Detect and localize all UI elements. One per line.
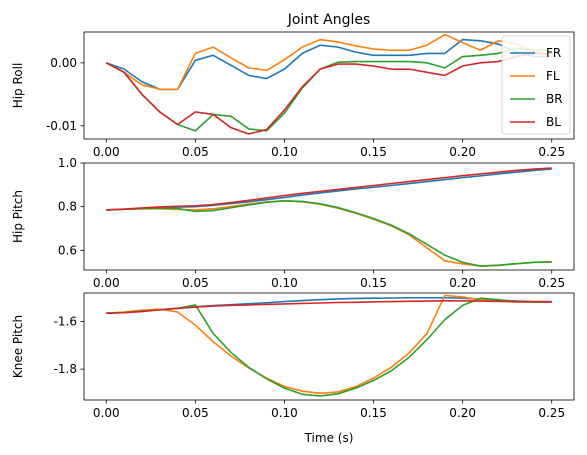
x-tick-label: 0.05	[182, 145, 209, 159]
series-line-bl	[106, 300, 552, 315]
legend-label-bl: BL	[546, 115, 561, 129]
series-line-fl	[106, 199, 552, 267]
legend-label-br: BR	[546, 92, 563, 106]
x-tick-label: 0.10	[271, 406, 298, 420]
y-tick-label: -1.8	[54, 362, 77, 376]
y-tick-label: 0.8	[58, 200, 77, 214]
legend-label-fl: FL	[546, 69, 560, 83]
y-axis-label-hip-pitch: Hip Pitch	[11, 190, 25, 243]
x-tick-label: 0.15	[360, 276, 387, 290]
x-tick-label: 0.25	[538, 406, 565, 420]
x-tick-label: 0.15	[360, 145, 387, 159]
x-tick-label: 0.00	[93, 406, 120, 420]
axes-frame	[83, 162, 575, 271]
x-tick-label: 0.15	[360, 406, 387, 420]
x-tick-label: 0.25	[538, 276, 565, 290]
series-line-br	[106, 199, 552, 267]
legend: FR FL BR BL	[501, 35, 571, 135]
y-tick-label: 0.00	[50, 56, 77, 70]
series-line-bl	[106, 167, 552, 211]
x-tick-label: 0.20	[449, 406, 476, 420]
y-tick-label: -0.01	[46, 119, 77, 133]
x-tick-label: 0.20	[449, 276, 476, 290]
series-line-fl	[106, 294, 552, 395]
subplot-hip-roll: 0.00 0.05 0.10 0.15 0.20 0.25 -0.01 0.00 Hip Rol…	[11, 31, 575, 159]
series-line-bl	[105, 52, 552, 135]
y-axis-label-knee-pitch: Knee Pitch	[11, 315, 25, 378]
series-line-br	[106, 297, 552, 397]
y-tick-label: -1.6	[54, 315, 77, 329]
x-tick-label: 0.10	[271, 276, 298, 290]
x-tick-label: 0.05	[182, 276, 209, 290]
legend-label-fr: FR	[546, 46, 561, 60]
axes-frame	[83, 292, 575, 401]
x-tick-label: 0.25	[538, 145, 565, 159]
y-tick-label: 0.6	[58, 243, 77, 257]
subplot-knee-pitch: 0.00 0.05 0.10 0.15 0.20 0.25 -1.8 -1.6 Knee Pit…	[11, 292, 575, 420]
legend-box	[501, 35, 571, 135]
series-line-br	[105, 47, 552, 132]
x-tick-label: 0.20	[449, 145, 476, 159]
axes-frame	[83, 31, 575, 140]
chart-title: Joint Angles	[287, 12, 371, 28]
subplot-hip-pitch: 0.00 0.05 0.10 0.15 0.20 0.25 0.6 0.8 1.0 Hip Pit…	[11, 156, 575, 290]
series-line-fr	[106, 168, 552, 211]
y-tick-label: 1.0	[58, 156, 77, 170]
x-tick-label: 0.00	[93, 276, 120, 290]
x-axis-label: Time (s)	[304, 431, 354, 445]
y-axis-label-hip-roll: Hip Roll	[11, 63, 25, 109]
x-tick-label: 0.10	[271, 145, 298, 159]
series-line-fl	[105, 33, 552, 91]
x-tick-label: 0.05	[182, 406, 209, 420]
x-tick-label: 0.00	[93, 145, 120, 159]
